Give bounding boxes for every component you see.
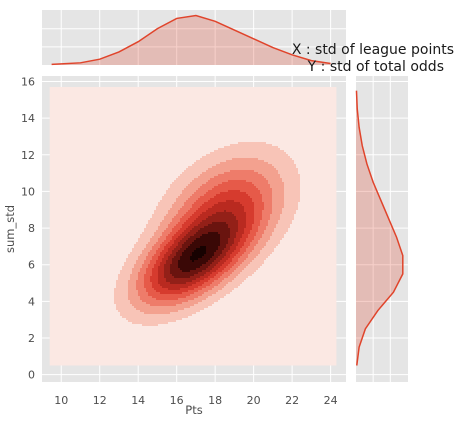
y-tick-label: 14 — [21, 112, 35, 125]
y-tick-labels: 0 2 4 6 8 10 12 14 16 — [21, 75, 35, 381]
top-marginal-panel — [42, 10, 346, 66]
kde-contour-level — [128, 158, 284, 314]
y-tick-label: 16 — [21, 75, 35, 88]
x-tick-label: 14 — [131, 394, 145, 407]
x-tick-label: 12 — [93, 394, 107, 407]
y-marginal-density-line — [355, 90, 404, 366]
y-tick-label: 8 — [28, 222, 35, 235]
kde-contour-level — [164, 210, 238, 284]
y-axis-label: sum_std — [3, 205, 17, 253]
kde-contour-level — [136, 170, 272, 306]
x-axis-label: Pts — [185, 403, 202, 417]
y-tick-label: 4 — [28, 295, 35, 308]
y-tick-label: 12 — [21, 149, 35, 162]
x-tick-label: 10 — [54, 394, 68, 407]
kde-contour-level — [114, 142, 300, 326]
y-marginal-density-fill — [356, 90, 403, 366]
x-tick-label: 22 — [285, 394, 299, 407]
kde-contour-level — [150, 190, 254, 294]
right-marginal-panel — [355, 76, 408, 382]
kde-contour-level — [158, 200, 246, 290]
y-tick-label: 2 — [28, 332, 35, 345]
kde-contours — [114, 142, 300, 326]
y-tick-label: 0 — [28, 369, 35, 382]
x-tick-label: 16 — [170, 394, 184, 407]
x-tick-label: 18 — [208, 394, 222, 407]
kde-contour-level — [178, 232, 220, 272]
x-tick-label: 20 — [247, 394, 261, 407]
kde-contour-level — [190, 246, 206, 262]
top-marginal-grid — [42, 10, 346, 65]
x-tick-label: 24 — [324, 394, 338, 407]
annotation-line-2: Y : std of total odds — [307, 59, 444, 75]
x-tick-labels: 10 12 14 16 18 20 22 24 — [54, 394, 337, 407]
x-marginal-density-fill — [51, 15, 331, 65]
annotation-line-1: X : std of league points — [292, 42, 454, 58]
right-marginal-grid — [356, 76, 408, 382]
y-tick-label: 6 — [28, 259, 35, 272]
y-tick-label: 10 — [21, 185, 35, 198]
x-marginal-density-line — [51, 14, 331, 66]
